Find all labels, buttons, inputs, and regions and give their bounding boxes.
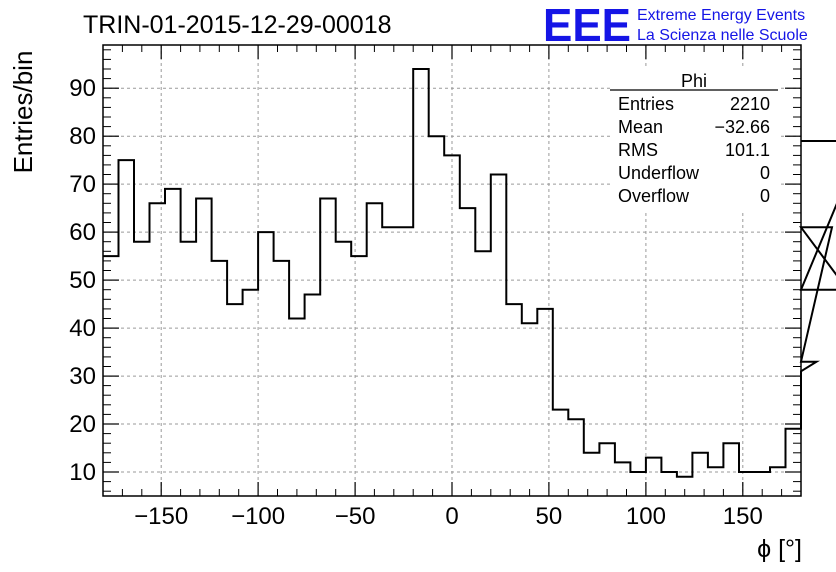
- eee-logo: EEE Extreme Energy Events La Scienza nel…: [543, 0, 808, 51]
- histogram-line: [103, 68, 836, 478]
- y-tick-label: 40: [69, 315, 96, 342]
- stats-value: 0: [760, 186, 770, 206]
- y-tick-label: 10: [69, 459, 96, 486]
- x-tick-label: 50: [536, 503, 563, 530]
- y-tick-labels: 10 20 30 40 50 60 70 80 90: [69, 75, 96, 486]
- stats-value: 2210: [730, 94, 770, 114]
- y-tick-label: 20: [69, 411, 96, 438]
- chart-title: TRIN-01-2015-12-29-00018: [83, 11, 392, 39]
- stats-value: −32.66: [714, 117, 770, 137]
- stats-label: Mean: [618, 117, 663, 137]
- y-tick-label: 70: [69, 171, 96, 198]
- axis-ticks: [102, 45, 802, 496]
- x-tick-label: 100: [626, 503, 666, 530]
- y-tick-label: 80: [69, 123, 96, 150]
- y-tick-label: 90: [69, 75, 96, 102]
- x-tick-label: 0: [445, 503, 458, 530]
- grid-lines: [103, 45, 801, 496]
- x-tick-labels: −150 −100 −50 0 50 100 150: [134, 503, 763, 530]
- y-tick-label: 50: [69, 267, 96, 294]
- stats-title: Phi: [681, 71, 707, 91]
- y-axis-title: Entries/bin: [8, 51, 38, 174]
- stats-value: 101.1: [725, 140, 770, 160]
- stats-value: 0: [760, 163, 770, 183]
- x-tick-label: −50: [335, 503, 376, 530]
- stats-label: Underflow: [618, 163, 700, 183]
- stats-label: Overflow: [618, 186, 690, 206]
- y-tick-label: 60: [69, 219, 96, 246]
- stats-label: RMS: [618, 140, 658, 160]
- stats-box: Phi Entries 2210 Mean −32.66 RMS 101.1 Underfl…: [610, 68, 778, 210]
- x-tick-label: 150: [723, 503, 763, 530]
- x-axis-title: ϕ [°]: [757, 535, 802, 563]
- stats-box-background: [610, 68, 778, 210]
- y-tick-label: 30: [69, 363, 96, 390]
- stats-label: Entries: [618, 94, 674, 114]
- x-tick-label: −150: [134, 503, 188, 530]
- logo-line1: Extreme Energy Events: [637, 7, 805, 24]
- x-tick-label: −100: [231, 503, 285, 530]
- logo-mark: EEE: [543, 0, 631, 51]
- logo-line2: La Scienza nelle Scuole: [637, 27, 808, 44]
